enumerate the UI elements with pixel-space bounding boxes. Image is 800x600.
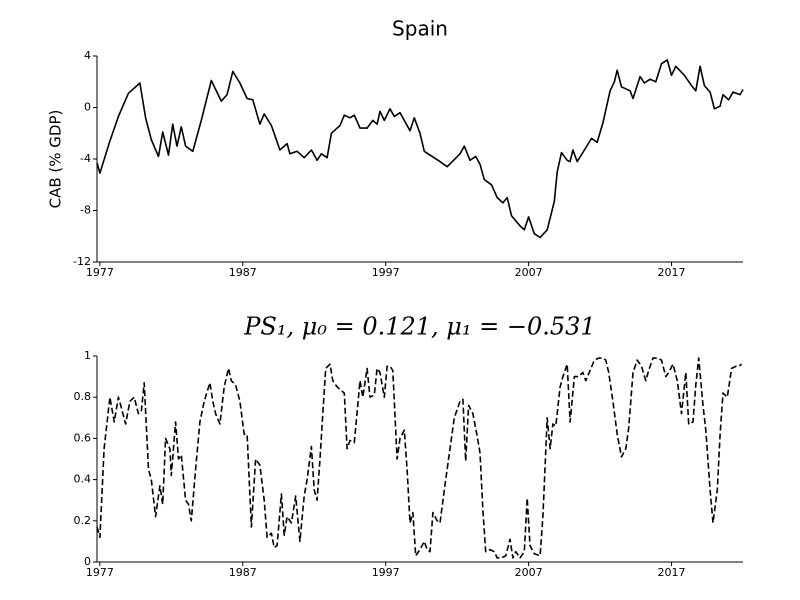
x-tick-label: 1997: [372, 566, 400, 579]
x-tick-label: 2017: [658, 266, 686, 279]
x-tick-label: 1987: [229, 266, 257, 279]
x-tick-label: 1997: [372, 266, 400, 279]
y-tick-label: 0: [84, 555, 91, 568]
x-tick-label: 1977: [86, 566, 114, 579]
y-tick-label: -4: [80, 152, 91, 165]
chart-title: Spain: [392, 17, 448, 41]
x-tick-label: 2017: [658, 566, 686, 579]
y-tick-label: 0.6: [74, 431, 92, 444]
y-tick-label: 0.4: [74, 473, 92, 486]
data-line: [96, 59, 744, 239]
x-tick-label: 1987: [229, 566, 257, 579]
y-axis-label: CAB (% GDP): [47, 110, 65, 209]
x-tick-label: 2007: [515, 266, 543, 279]
y-tick-label: -12: [73, 255, 91, 268]
data-line: [96, 357, 743, 559]
y-tick-label: 0.2: [74, 514, 92, 527]
y-tick-label: 1: [84, 349, 91, 362]
y-tick-label: 4: [84, 49, 91, 62]
y-tick-label: 0.8: [74, 390, 92, 403]
x-tick-label: 1977: [86, 266, 114, 279]
x-tick-label: 2007: [515, 566, 543, 579]
y-tick-label: 0: [84, 101, 91, 114]
chart-title: PS₁, μ₀ = 0.121, μ₁ = −0.531: [243, 313, 595, 341]
y-tick-label: -8: [80, 204, 91, 217]
